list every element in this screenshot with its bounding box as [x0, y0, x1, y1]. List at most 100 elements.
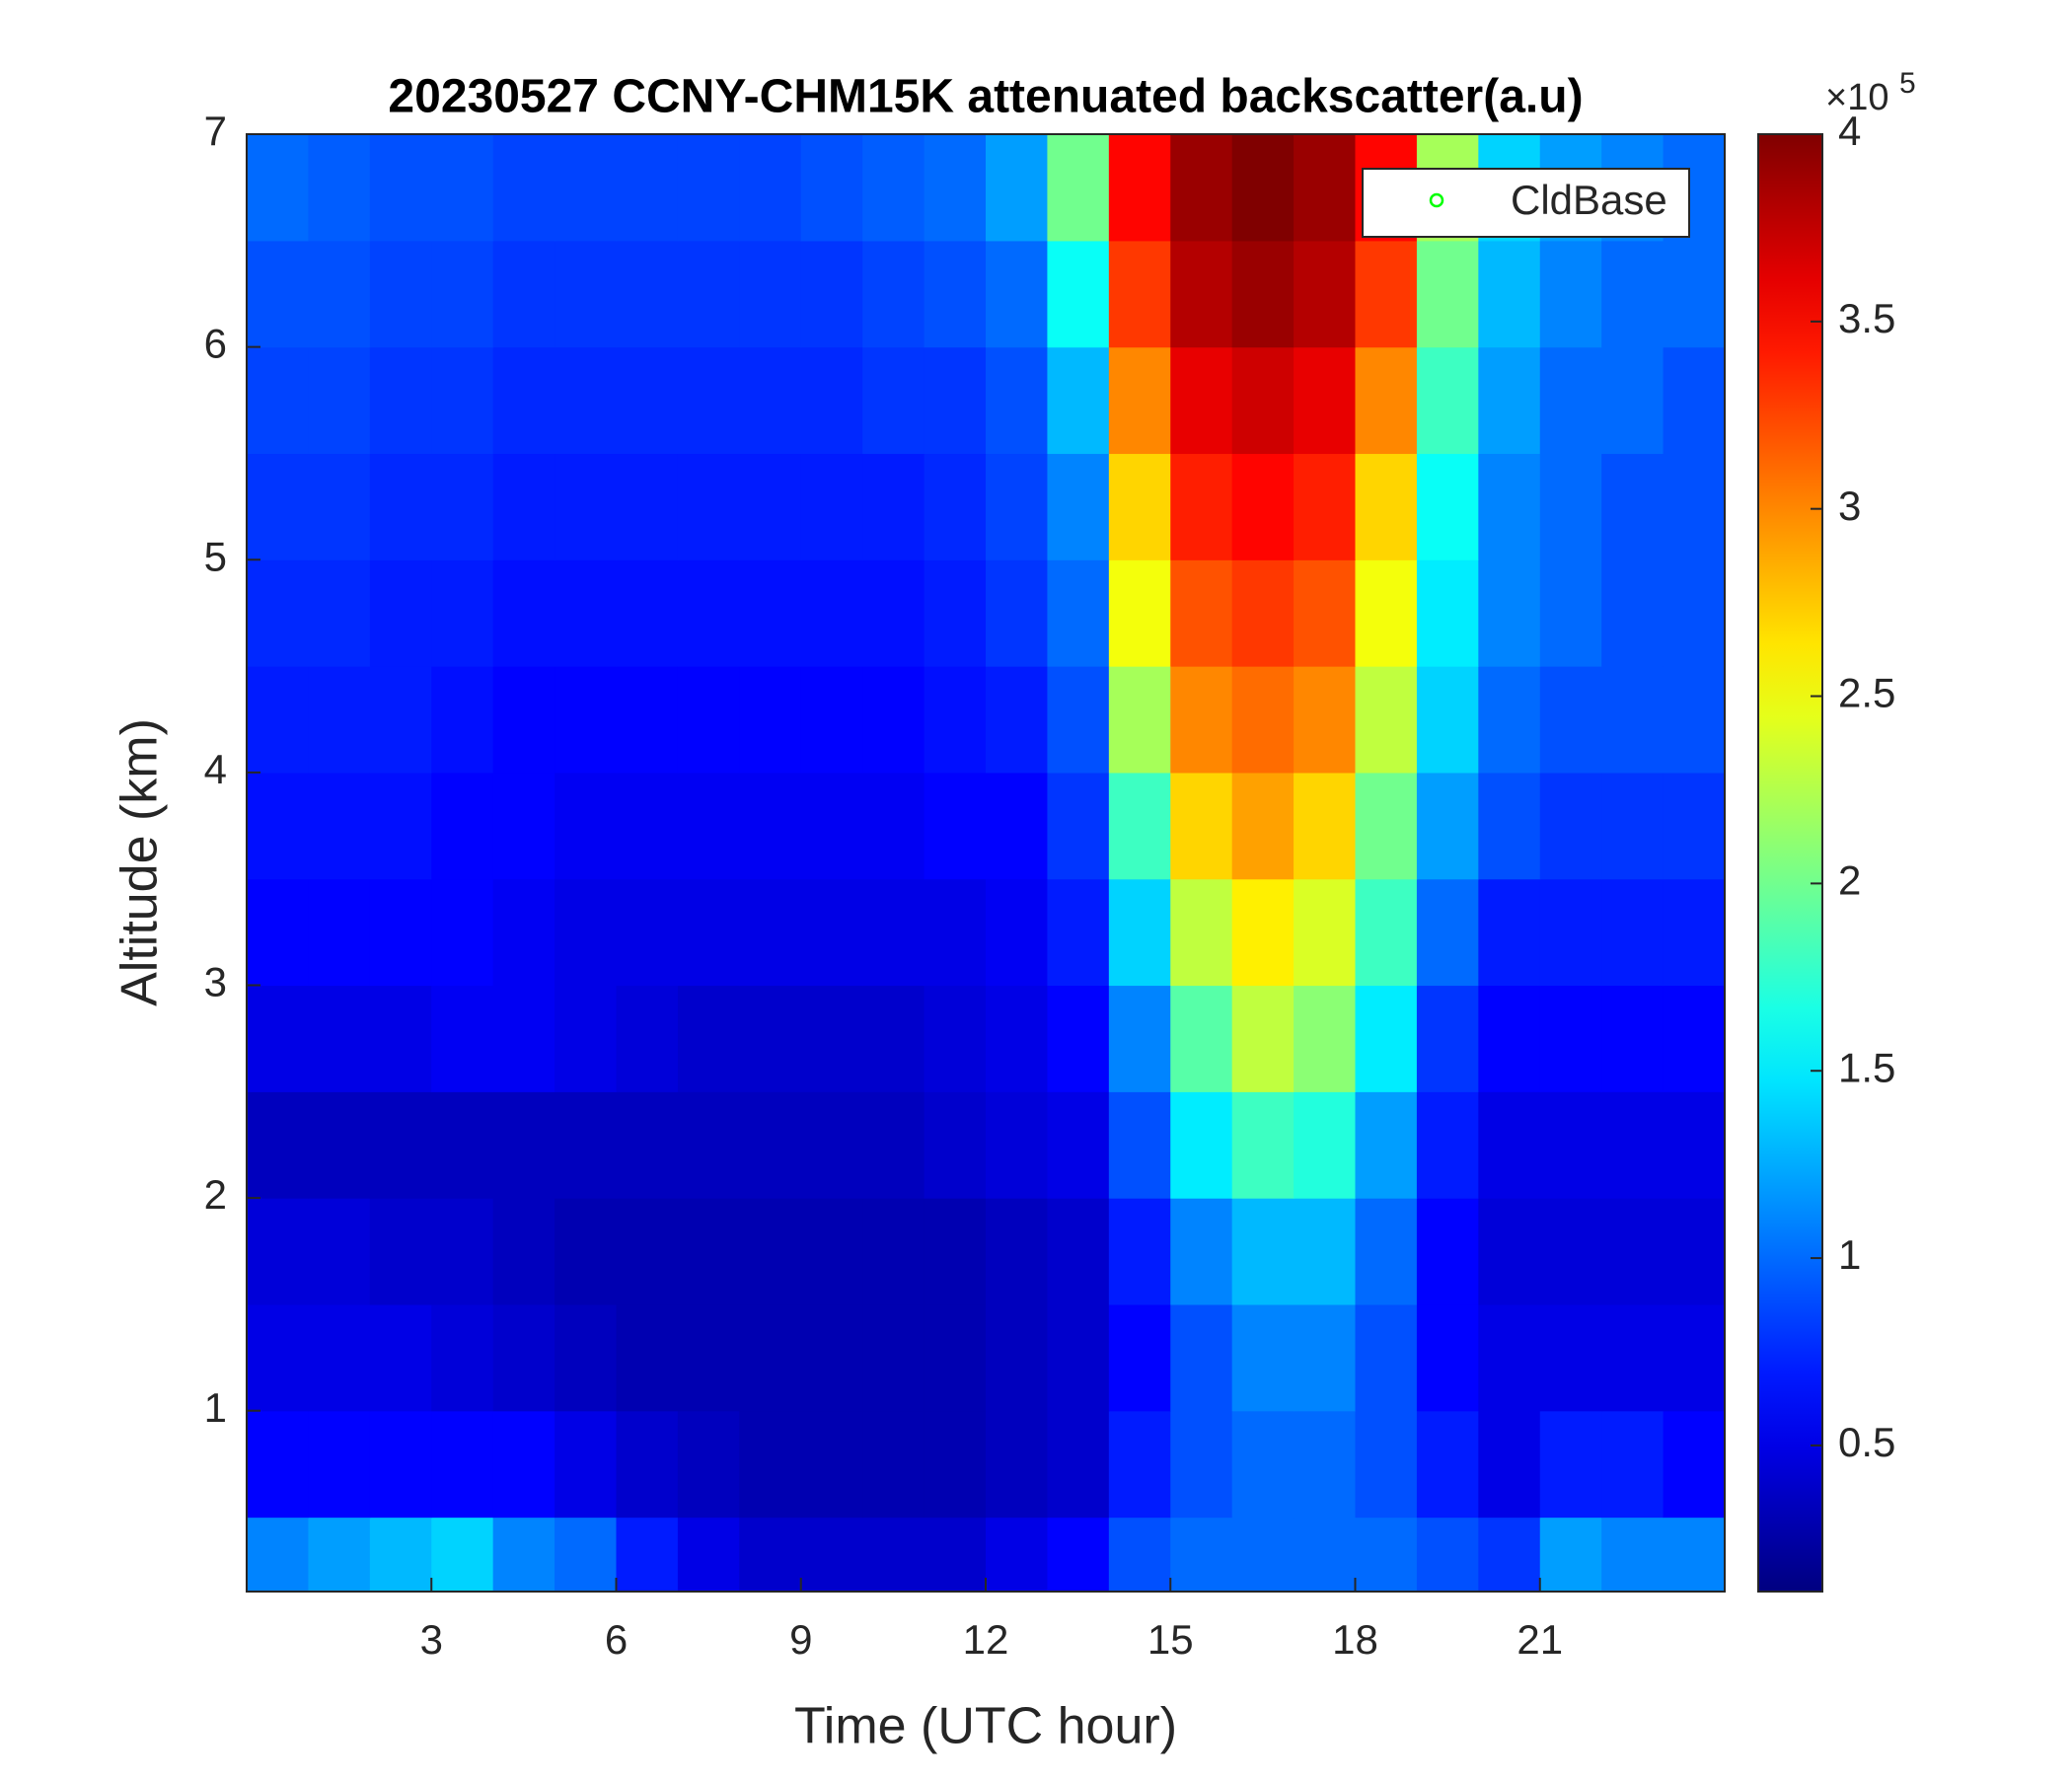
heat-cell [247, 453, 310, 560]
heat-cell [677, 878, 740, 987]
heat-cell [1416, 559, 1479, 667]
heat-cell [616, 1303, 679, 1412]
heat-cell [431, 878, 494, 987]
heat-cell [1355, 559, 1418, 667]
heat-cell [369, 666, 432, 774]
heat-cell [739, 134, 802, 242]
heat-cell [1231, 1410, 1295, 1519]
heat-cell [862, 453, 925, 560]
heat-cell [1047, 1198, 1110, 1305]
heat-cell [1478, 1198, 1541, 1305]
y-tick-label: 1 [204, 1384, 227, 1431]
heat-cell [1663, 1410, 1726, 1519]
heat-cell [1355, 985, 1418, 1092]
heat-cell [492, 985, 555, 1092]
heat-cell [1601, 346, 1665, 455]
heat-cell [1047, 666, 1110, 774]
heat-cell [1294, 346, 1357, 455]
heat-cell [862, 1517, 925, 1593]
x-tick-label: 21 [1517, 1616, 1563, 1663]
heat-cell [1416, 1091, 1479, 1199]
heat-cell [247, 346, 310, 455]
heat-cell [1108, 453, 1171, 560]
heat-cell [308, 453, 371, 560]
heat-cell [1478, 772, 1541, 880]
heat-cell [1047, 346, 1110, 455]
heat-cell [492, 1198, 555, 1305]
colorbar-scale-exponent: 5 [1899, 67, 1916, 100]
heat-cell [1047, 559, 1110, 667]
heat-cell [739, 1198, 802, 1305]
heat-cell [739, 1517, 802, 1593]
heat-cell [677, 1198, 740, 1305]
heat-cell [1416, 1198, 1479, 1305]
heat-cell [247, 134, 310, 242]
heat-cell [369, 1303, 432, 1412]
heat-cell [986, 878, 1049, 987]
heat-cell [800, 240, 863, 348]
heat-cell [1478, 878, 1541, 987]
heat-cell [1663, 559, 1726, 667]
heat-cell [1170, 134, 1233, 242]
heat-cell [739, 985, 802, 1092]
heat-cell [1601, 878, 1665, 987]
heat-cell [800, 1303, 863, 1412]
heat-cell [1047, 1303, 1110, 1412]
heat-cell [369, 134, 432, 242]
heat-cell [924, 772, 987, 880]
heat-cell [1478, 666, 1541, 774]
heat-cell [1294, 1198, 1357, 1305]
heat-cell [308, 666, 371, 774]
heat-cell [1416, 1303, 1479, 1412]
heat-cell [431, 985, 494, 1092]
heat-cell [1478, 1410, 1541, 1519]
heat-cell [677, 346, 740, 455]
heat-cell [616, 1517, 679, 1593]
heat-cell [1539, 559, 1602, 667]
heat-cell [431, 134, 494, 242]
heat-cell [1170, 1410, 1233, 1519]
heat-cell [1294, 985, 1357, 1092]
heat-cell [677, 134, 740, 242]
heat-cell [492, 559, 555, 667]
heat-cell [1047, 1517, 1110, 1593]
heat-cell [924, 240, 987, 348]
heat-cell [555, 1410, 618, 1519]
heat-cell [800, 134, 863, 242]
heat-cell [862, 878, 925, 987]
heat-cell [369, 985, 432, 1092]
heat-cell [555, 772, 618, 880]
heat-cell [247, 1198, 310, 1305]
heat-cell [986, 1410, 1049, 1519]
heat-cell [1294, 878, 1357, 987]
heat-cell [1047, 453, 1110, 560]
legend-marker [1429, 192, 1444, 208]
heat-cell [1663, 453, 1726, 560]
heat-cell [986, 453, 1049, 560]
heat-cell [492, 240, 555, 348]
heat-cell [1047, 134, 1110, 242]
heat-cell [800, 1410, 863, 1519]
legend-box [1362, 168, 1690, 238]
heat-cell [1231, 1091, 1295, 1199]
heat-cell [924, 1517, 987, 1593]
heat-cell [616, 1410, 679, 1519]
heat-cell [1170, 559, 1233, 667]
heat-cell [1231, 559, 1295, 667]
heat-cell [924, 453, 987, 560]
heat-cell [1231, 1198, 1295, 1305]
heat-cell [492, 666, 555, 774]
heat-cell [1294, 1517, 1357, 1593]
x-tick-label: 15 [1147, 1616, 1194, 1663]
heat-cell [986, 666, 1049, 774]
heat-cell [555, 134, 618, 242]
heat-cell [1663, 1198, 1726, 1305]
heat-cell [616, 346, 679, 455]
heat-cell [924, 1303, 987, 1412]
heat-cell [555, 878, 618, 987]
heat-cell [1539, 1517, 1602, 1593]
heat-cell [1478, 1517, 1541, 1593]
legend-label: CldBase [1511, 177, 1667, 223]
heat-cell [1108, 559, 1171, 667]
